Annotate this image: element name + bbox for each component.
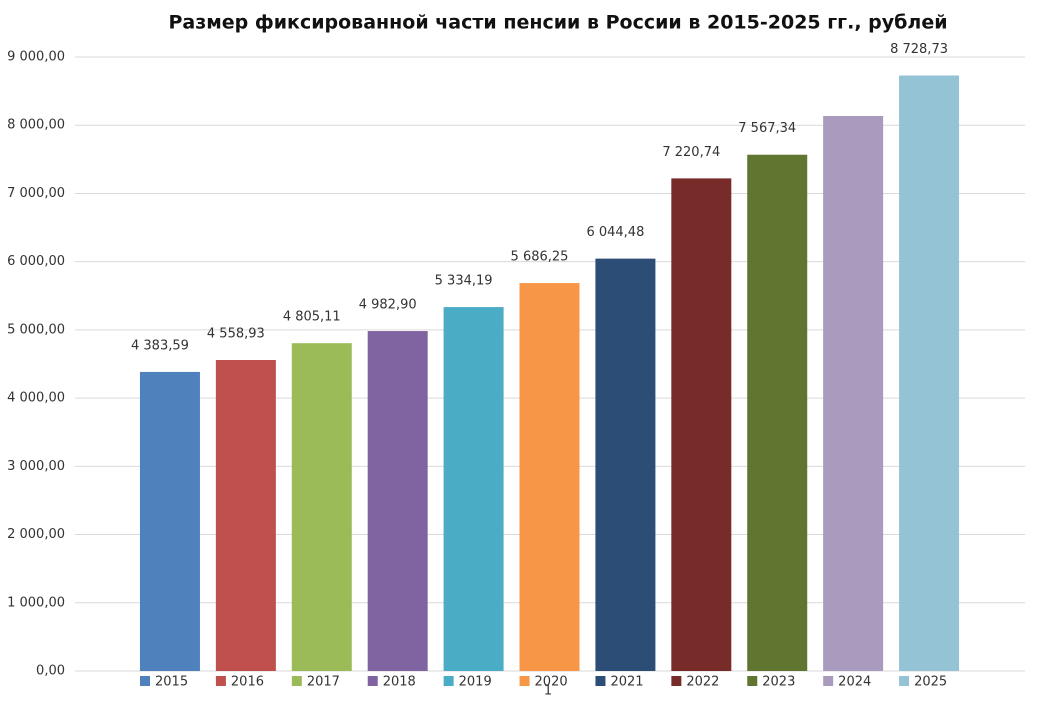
y-tick-label: 3 000,00 [7,459,65,474]
legend-label: 2023 [762,675,795,690]
bar [595,258,656,671]
y-tick-label: 0,00 [36,664,65,679]
bar [671,178,732,671]
legend-swatch [519,676,530,686]
y-tick-label: 2 000,00 [7,527,65,542]
legend-swatch [747,676,758,686]
y-tick-label: 5 000,00 [7,322,65,337]
data-label: 7 567,34 [738,121,796,136]
bar [519,283,580,671]
legend-label: 2022 [686,675,719,690]
chart-title: Размер фиксированной части пенсии в Росс… [168,12,947,34]
data-label: 4 558,93 [207,326,265,341]
data-label: 8 728,73 [890,42,948,57]
data-label: 5 686,25 [511,250,569,265]
bar [823,116,884,672]
y-tick-label: 7 000,00 [7,186,65,201]
page-number: 1 [544,684,552,699]
y-tick-label: 4 000,00 [7,391,65,406]
legend-label: 2017 [307,675,340,690]
y-tick-label: 8 000,00 [7,118,65,133]
data-label: 5 334,19 [435,274,493,289]
legend-swatch [671,676,682,686]
legend-swatch [140,676,150,686]
legend-swatch [899,676,910,686]
y-tick-label: 6 000,00 [7,254,65,269]
legend-label: 2018 [383,675,416,690]
bar [139,371,200,671]
legend-label: 2021 [610,675,643,690]
legend-swatch [291,676,302,686]
data-label: 7 220,74 [662,145,720,160]
legend-swatch [823,676,834,686]
bar [291,343,352,671]
legend-label: 2019 [459,675,492,690]
data-label: 4 982,90 [359,298,417,313]
legend-swatch [367,676,378,686]
bar [367,331,428,671]
bar [215,359,276,671]
bar [899,75,960,671]
data-label: 6 044,48 [586,225,644,240]
legend-label: 2024 [838,675,871,690]
y-tick-label: 1 000,00 [7,595,65,610]
legend-label: 2016 [231,675,264,690]
legend-label: 2025 [914,675,947,690]
data-label: 4 805,11 [283,310,341,325]
y-tick-label: 9 000,00 [7,50,65,65]
legend-swatch [443,676,454,686]
legend-swatch [215,676,226,686]
bar [747,154,808,671]
data-label: 4 383,59 [131,338,189,353]
legend-label: 2015 [155,675,188,690]
legend-label: 2020 [535,675,568,690]
legend-swatch [595,676,606,686]
bar [443,307,504,671]
